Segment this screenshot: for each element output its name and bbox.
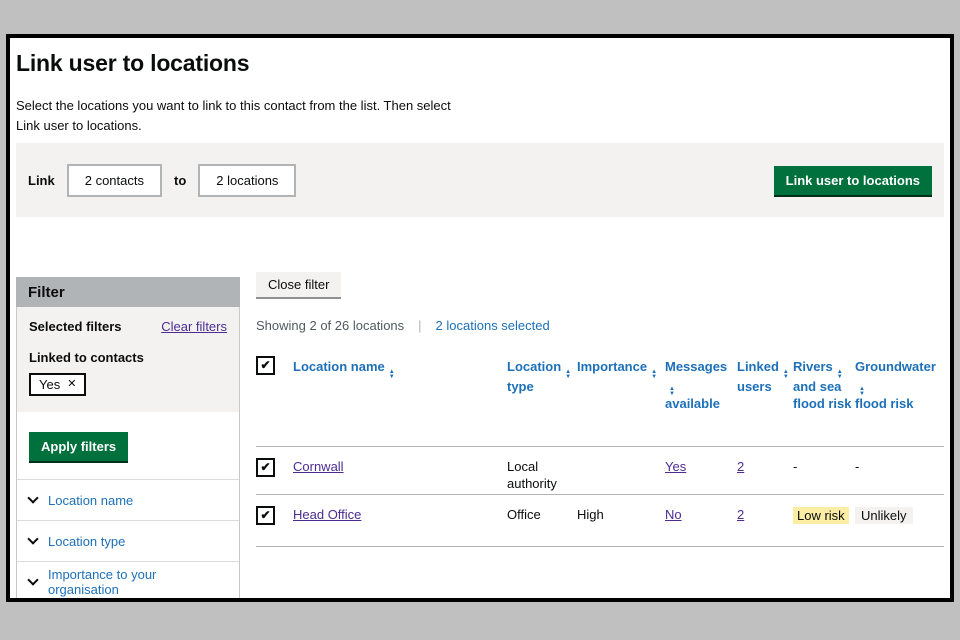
link-label: Link: [28, 172, 55, 188]
linked-to-contacts-label: Linked to contacts: [29, 350, 144, 365]
linked-users-link[interactable]: 2: [737, 506, 745, 522]
check-icon: ✔: [260, 358, 271, 372]
clear-filters-link[interactable]: Clear filters: [161, 319, 227, 334]
sort-icon: ▲ ▼: [859, 386, 865, 397]
column-header-rivers-sea-flood-risk[interactable]: Rivers ▲ ▼ and sea flood risk: [793, 350, 855, 447]
filter-section-label: Location name: [48, 492, 134, 508]
column-header-messages-available[interactable]: Messages ▲ ▼ available: [665, 350, 737, 447]
filter-title: Filter: [28, 283, 65, 301]
location-name-link[interactable]: Head Office: [293, 506, 362, 522]
table-row: ✔ Cornwall Local authority Yes 2 - -: [256, 446, 944, 495]
column-header-groundwater-flood-risk[interactable]: Groundwater ▲ ▼ flood risk: [855, 350, 944, 447]
filter-section-label: Importance to your organisation: [48, 567, 157, 597]
table-header-row: ✔ Location name ▲ ▼ Location ▲ ▼ type Import…: [256, 350, 944, 447]
importance-cell: [577, 446, 665, 495]
app-window: Link user to locations Select the locati…: [6, 34, 954, 602]
filter-section-importance[interactable]: Importance to your organisation: [17, 561, 239, 598]
location-type-cell: Office: [507, 494, 577, 547]
filter-section-label: Location type: [48, 533, 126, 549]
filter-accordion: Location name Location type Importance t…: [17, 479, 239, 598]
groundwater-risk-cell: -: [855, 446, 944, 495]
filter-panel-header: Filter: [16, 277, 240, 307]
messages-available-link[interactable]: Yes: [665, 458, 687, 474]
row-select-cell: ✔: [256, 494, 293, 547]
link-summary-banner: Link 2 contacts to 2 locations Link user…: [16, 143, 944, 217]
intro-text: Select the locations you want to link to…: [16, 96, 451, 136]
check-icon: ✔: [260, 507, 271, 522]
row-checkbox[interactable]: ✔: [256, 457, 275, 477]
row-checkbox[interactable]: ✔: [256, 505, 275, 525]
chevron-down-icon: [27, 574, 39, 586]
filter-section-location-type[interactable]: Location type: [17, 520, 239, 561]
separator: |: [418, 318, 422, 333]
risk-badge: Low risk: [793, 506, 849, 524]
sort-icon: ▲ ▼: [565, 369, 572, 380]
linked-users-link[interactable]: 2: [737, 458, 745, 474]
close-filter-button[interactable]: Close filter: [256, 272, 342, 299]
link-user-to-locations-button[interactable]: Link user to locations: [773, 165, 932, 195]
select-all-checkbox[interactable]: ✔: [256, 356, 275, 375]
intro-line-1: Select the locations you want to link to…: [16, 98, 451, 113]
contacts-count-box: 2 contacts: [66, 163, 162, 197]
intro-line-2: Link user to locations.: [16, 118, 142, 133]
column-header-importance[interactable]: Importance ▲ ▼: [577, 350, 665, 447]
rivers-risk-cell: -: [793, 446, 855, 495]
location-type-cell: Local authority: [507, 446, 577, 495]
risk-badge: Unlikely: [855, 506, 913, 524]
location-name-link[interactable]: Cornwall: [293, 458, 344, 474]
sort-icon: ▲ ▼: [669, 386, 675, 397]
locations-selected-link[interactable]: 2 locations selected: [435, 318, 550, 333]
groundwater-risk-cell: Unlikely: [855, 494, 944, 547]
row-select-cell: ✔: [256, 446, 293, 495]
rivers-risk-cell: Low risk: [793, 494, 855, 547]
results-summary: Showing 2 of 26 locations | 2 locations …: [256, 318, 550, 333]
page-title: Link user to locations: [16, 50, 250, 76]
chevron-down-icon: [27, 492, 39, 504]
column-header-location-type[interactable]: Location ▲ ▼ type: [507, 350, 577, 447]
select-all-cell: ✔: [256, 350, 293, 447]
filter-tag-yes[interactable]: Yes ✕: [29, 373, 87, 396]
sort-icon: ▲ ▼: [388, 369, 395, 380]
column-header-location-name[interactable]: Location name ▲ ▼: [293, 350, 507, 447]
messages-available-link[interactable]: No: [665, 506, 682, 522]
filter-panel: Filter Selected filters Clear filters Li…: [16, 277, 240, 598]
table-row: ✔ Head Office Office High No 2 Low risk …: [256, 494, 944, 547]
column-header-linked-users[interactable]: Linked ▲ ▼ users: [737, 350, 793, 447]
chevron-down-icon: [27, 533, 39, 545]
selected-filters-block: Selected filters Clear filters Linked to…: [17, 307, 239, 412]
to-label: to: [174, 172, 187, 188]
remove-filter-icon[interactable]: ✕: [67, 378, 77, 390]
filter-section-location-name[interactable]: Location name: [17, 479, 239, 520]
sort-icon: ▲ ▼: [782, 369, 789, 380]
filter-tag-value: Yes: [39, 377, 61, 392]
sort-icon: ▲ ▼: [651, 369, 658, 380]
selected-filters-heading: Selected filters: [29, 319, 122, 334]
importance-cell: High: [577, 494, 665, 547]
check-icon: ✔: [260, 459, 271, 474]
locations-table: ✔ Location name ▲ ▼ Location ▲ ▼ type Import…: [256, 350, 944, 547]
sort-icon: ▲ ▼: [836, 369, 843, 380]
apply-filters-button[interactable]: Apply filters: [29, 432, 129, 461]
showing-count-text: Showing 2 of 26 locations: [256, 318, 405, 333]
locations-count-box: 2 locations: [198, 163, 297, 197]
